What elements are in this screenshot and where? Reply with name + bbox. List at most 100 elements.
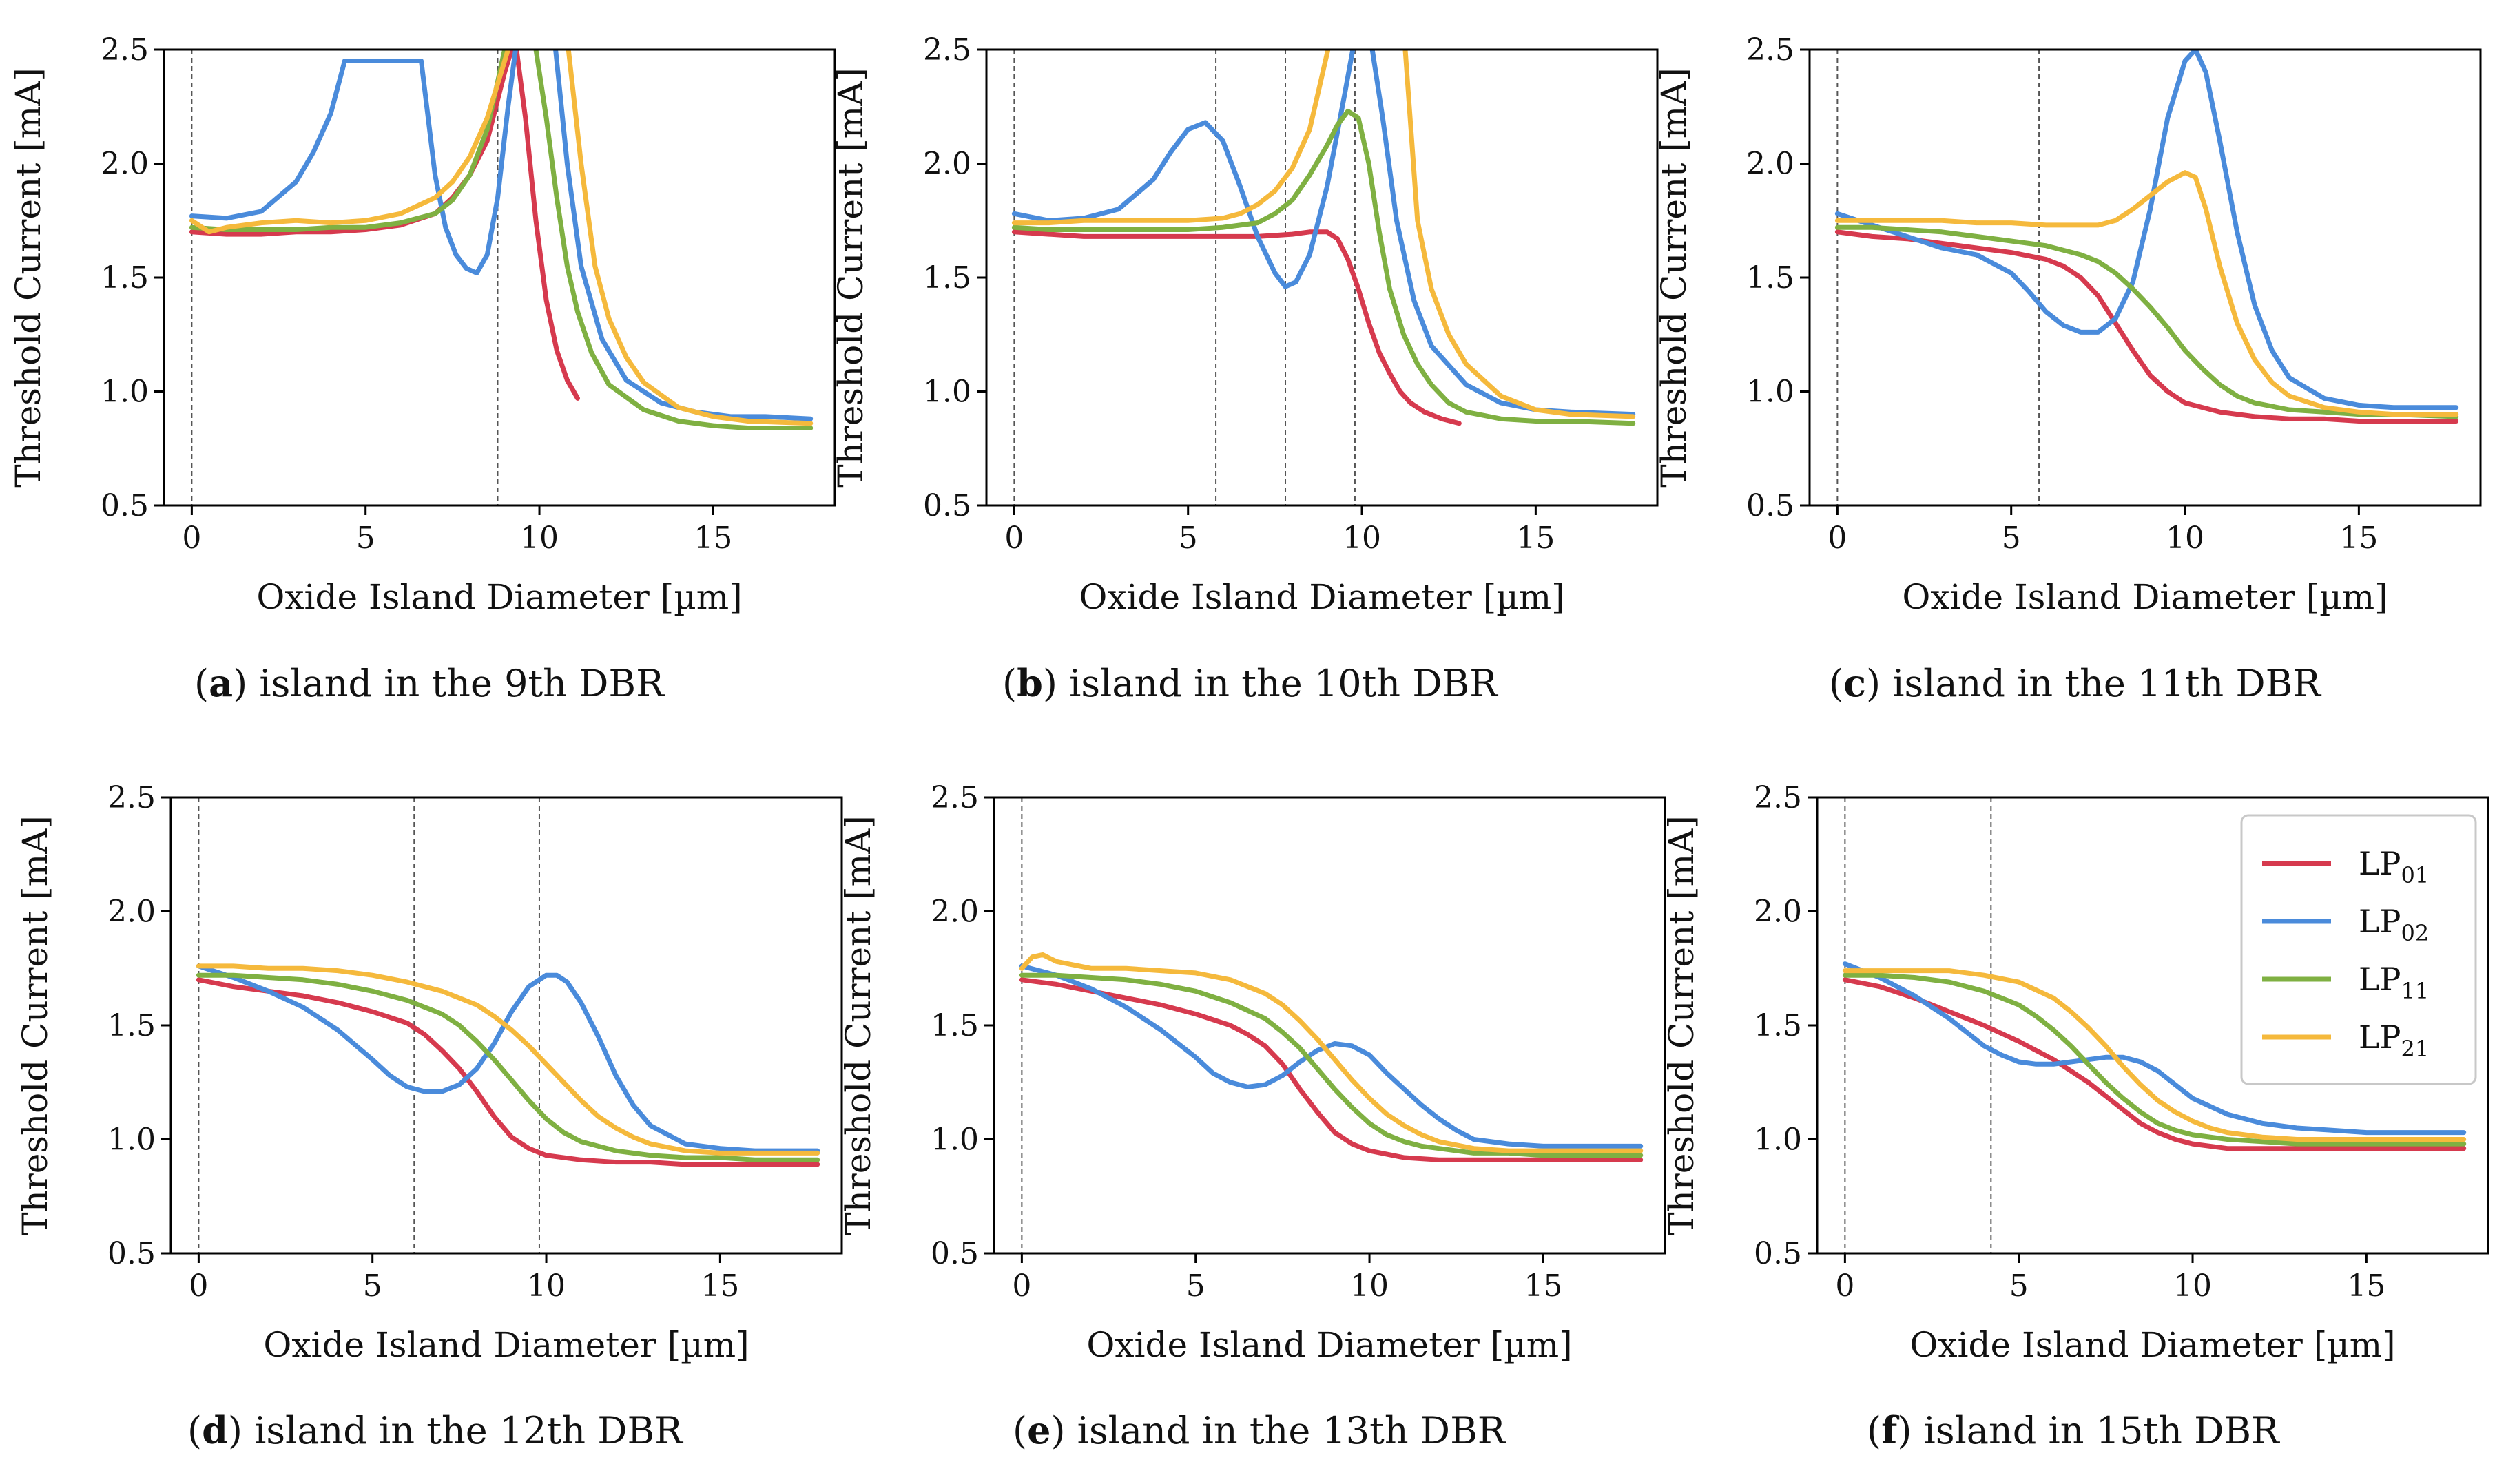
series-line-lp21 — [1834, 170, 2459, 417]
series-line-lp02 — [1842, 961, 2467, 1136]
x-axis-label: Oxide Island Diameter [µm] — [256, 577, 742, 617]
y-tick-label: 2.0 — [931, 895, 979, 930]
y-tick-label: 0.5 — [101, 488, 149, 523]
chart-panel-e: 0 5 10 15 0.5 1.0 1.5 2.0 2.5 Oxide Island Diamet… — [838, 780, 1666, 1365]
y-tick-label: 0.5 — [1754, 1236, 1802, 1271]
y-tick-label: 2.5 — [1754, 780, 1802, 815]
y-tick-label: 1.5 — [1746, 260, 1794, 295]
series-line-lp11 — [189, 50, 814, 430]
chart-panel-d: 0 5 10 15 0.5 1.0 1.5 2.0 2.5 Oxide Island Diamet… — [15, 780, 843, 1365]
y-tick-label: 2.0 — [101, 147, 149, 182]
x-tick-label: 5 — [1179, 521, 1198, 556]
series-line-lp11 — [196, 972, 820, 1162]
y-tick-label: 1.0 — [931, 1122, 979, 1158]
y-tick-label: 2.5 — [931, 780, 979, 815]
series-line-lp21 — [1011, 50, 1636, 419]
y-axis-label: Threshold Current [mA] — [831, 67, 871, 487]
x-tick-label: 0 — [1012, 1268, 1031, 1304]
y-tick-label: 1.5 — [931, 1008, 979, 1043]
x-axis-label: Oxide Island Diameter [µm] — [1086, 1325, 1572, 1365]
y-tick-label: 1.5 — [923, 260, 971, 295]
chart-panel-f: 0 5 10 15 0.5 1.0 1.5 2.0 2.5 Oxide Island Diamet… — [1661, 780, 2489, 1365]
y-tick-label: 1.0 — [923, 375, 971, 410]
series-line-lp02 — [196, 963, 820, 1153]
y-tick-label: 0.5 — [1746, 488, 1794, 523]
caption-f: (f) island in 15th DBR — [1867, 1408, 2279, 1452]
x-axis-label: Oxide Island Diameter [µm] — [263, 1325, 749, 1365]
plot-frame — [985, 48, 1659, 507]
y-tick-label: 2.5 — [923, 32, 971, 67]
y-tick-label: 0.5 — [107, 1236, 156, 1271]
legend-label-subscript: 01 — [2401, 862, 2430, 888]
series-line-lp01 — [1842, 977, 2467, 1151]
legend-label-01: LP01 — [2359, 845, 2429, 888]
x-tick-label: 10 — [1343, 521, 1381, 556]
plot-frame — [993, 796, 1666, 1255]
x-tick-label: 0 — [182, 521, 201, 556]
x-tick-label: 0 — [1835, 1268, 1854, 1304]
chart-panel-c: 0 5 10 15 0.5 1.0 1.5 2.0 2.5 Oxide Island Diamet… — [1654, 32, 2482, 617]
caption-d: (d) island in the 12th DBR — [187, 1408, 683, 1452]
legend-label-subscript: 11 — [2401, 978, 2430, 1004]
x-tick-label: 5 — [1186, 1268, 1205, 1304]
x-tick-label: 15 — [701, 1268, 739, 1304]
caption-e: (e) island in the 13th DBR — [1013, 1408, 1506, 1452]
series-line-lp11 — [1834, 224, 2459, 419]
plot-frame — [163, 48, 836, 507]
chart-panel-a: 0 5 10 15 0.5 1.0 1.5 2.0 2.5 Oxide Island Diamet… — [8, 32, 836, 617]
y-axis-label: Threshold Current [mA] — [838, 815, 878, 1235]
chart-panel-b: 0 5 10 15 0.5 1.0 1.5 2.0 2.5 Oxide Island Diamet… — [831, 32, 1659, 617]
y-tick-label: 1.0 — [101, 375, 149, 410]
x-tick-label: 5 — [2009, 1268, 2029, 1304]
x-tick-label: 15 — [1516, 521, 1555, 556]
y-tick-label: 1.5 — [107, 1008, 156, 1043]
x-axis-label: Oxide Island Diameter [µm] — [1902, 577, 2388, 617]
caption-b: (b) island in the 10th DBR — [1002, 661, 1498, 705]
x-tick-label: 15 — [2339, 521, 2378, 556]
y-tick-label: 2.0 — [1746, 147, 1794, 182]
y-tick-label: 2.0 — [1754, 895, 1802, 930]
y-tick-label: 2.0 — [107, 895, 156, 930]
x-tick-label: 10 — [2166, 521, 2204, 556]
y-tick-label: 0.5 — [923, 488, 971, 523]
y-tick-label: 2.5 — [101, 32, 149, 67]
x-tick-label: 10 — [1350, 1268, 1389, 1304]
x-tick-label: 0 — [1827, 521, 1847, 556]
caption-c: (c) island in the 11th DBR — [1829, 661, 2321, 705]
legend-label-subscript: 21 — [2401, 1036, 2430, 1062]
legend-label-02: LP02 — [2359, 903, 2429, 946]
series-line-lp02 — [1011, 50, 1636, 417]
series-line-lp21 — [1842, 968, 2467, 1142]
y-axis-label: Threshold Current [mA] — [1661, 815, 1701, 1235]
y-tick-label: 1.5 — [101, 260, 149, 295]
x-tick-label: 10 — [2173, 1268, 2212, 1304]
x-tick-label: 0 — [189, 1268, 208, 1304]
x-axis-label: Oxide Island Diameter [µm] — [1079, 577, 1564, 617]
y-axis-label: Threshold Current [mA] — [1654, 67, 1694, 487]
x-tick-label: 15 — [694, 521, 732, 556]
x-axis-label: Oxide Island Diameter [µm] — [1909, 1325, 2395, 1365]
legend-label-11: LP11 — [2359, 961, 2429, 1004]
series-line-lp01 — [1011, 229, 1462, 426]
y-tick-label: 1.5 — [1754, 1008, 1802, 1043]
x-tick-label: 5 — [363, 1268, 382, 1304]
x-tick-label: 0 — [1004, 521, 1024, 556]
x-tick-label: 15 — [1524, 1268, 1562, 1304]
series-line-lp01 — [196, 977, 820, 1167]
y-tick-label: 2.5 — [1746, 32, 1794, 67]
y-tick-label: 1.0 — [1754, 1122, 1802, 1158]
x-tick-label: 5 — [2002, 521, 2021, 556]
series-line-lp11 — [1842, 972, 2467, 1147]
x-tick-label: 15 — [2347, 1268, 2385, 1304]
x-tick-label: 5 — [356, 521, 375, 556]
y-tick-label: 0.5 — [931, 1236, 979, 1271]
series-line-lp11 — [1019, 972, 1644, 1158]
x-tick-label: 10 — [527, 1268, 566, 1304]
legend-label-subscript: 02 — [2401, 920, 2430, 946]
y-tick-label: 2.0 — [923, 147, 971, 182]
y-tick-label: 1.0 — [1746, 375, 1794, 410]
y-tick-label: 1.0 — [107, 1122, 156, 1158]
series-line-lp21 — [196, 963, 820, 1156]
